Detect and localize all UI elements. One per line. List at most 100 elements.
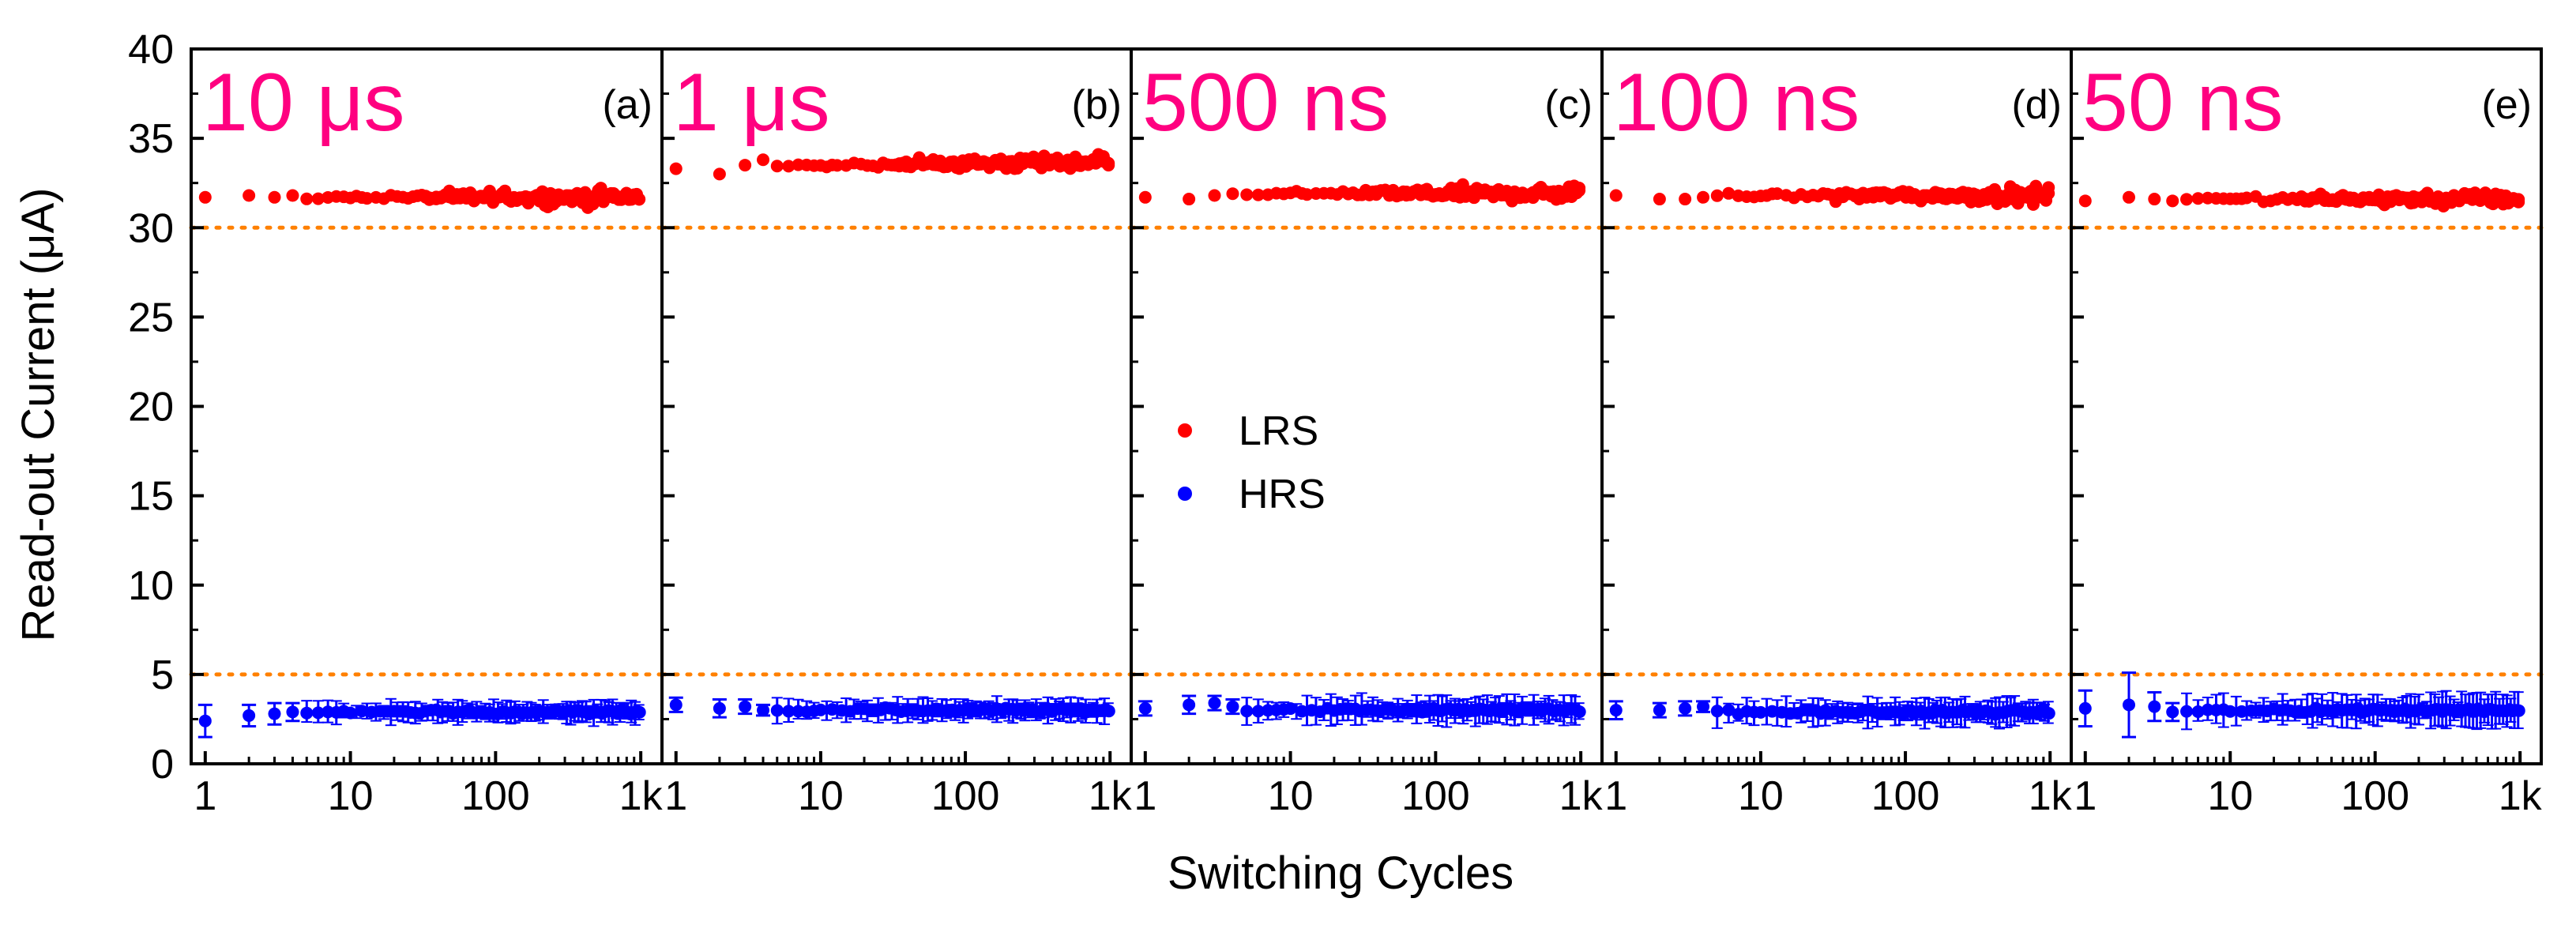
lrs-point bbox=[633, 193, 646, 206]
panel-label: (a) bbox=[602, 82, 652, 128]
hrs-point bbox=[1697, 700, 1710, 713]
y-tick-label: 5 bbox=[151, 652, 174, 698]
hrs-point bbox=[669, 698, 683, 712]
hrs-point bbox=[782, 705, 795, 718]
x-tick-label: 1k bbox=[1089, 773, 1133, 819]
x-axis-label: Switching Cycles bbox=[1168, 848, 1514, 899]
hrs-point bbox=[1251, 705, 1265, 718]
hrs-point bbox=[2166, 705, 2179, 719]
panel-title: 1 μs bbox=[673, 57, 830, 148]
lrs-point bbox=[739, 159, 752, 172]
panel-label: (b) bbox=[1071, 82, 1122, 128]
hrs-point bbox=[1208, 697, 1221, 710]
x-tick-label: 100 bbox=[931, 773, 1000, 819]
lrs-point bbox=[1722, 186, 1736, 200]
hrs-point bbox=[2042, 707, 2055, 720]
hrs-point bbox=[770, 704, 784, 717]
hrs-point bbox=[1240, 705, 1254, 718]
x-tick-label: 1 bbox=[1134, 773, 1156, 819]
lrs-point bbox=[2191, 192, 2205, 205]
lrs-point bbox=[2078, 194, 2092, 208]
x-tick-label: 1k bbox=[1559, 773, 1604, 819]
legend-label-hrs: HRS bbox=[1239, 472, 1326, 517]
y-tick-label: 0 bbox=[151, 742, 174, 788]
hrs-point bbox=[355, 705, 369, 718]
hrs-point bbox=[344, 706, 357, 720]
lrs-point bbox=[830, 159, 844, 172]
lrs-point bbox=[2123, 190, 2136, 204]
hrs-point bbox=[2148, 700, 2161, 713]
y-tick-label: 40 bbox=[128, 27, 174, 73]
lrs-point bbox=[1251, 188, 1265, 201]
y-tick-label: 20 bbox=[128, 385, 174, 430]
lrs-point bbox=[1697, 190, 1710, 204]
x-tick-label: 1k bbox=[2499, 773, 2543, 819]
lrs-point bbox=[300, 192, 314, 205]
y-tick-label: 15 bbox=[128, 474, 174, 520]
hrs-point bbox=[1138, 701, 1152, 715]
lrs-point bbox=[268, 190, 281, 204]
lrs-point bbox=[2180, 193, 2194, 206]
x-tick-label: 100 bbox=[1871, 773, 1940, 819]
y-tick-label: 25 bbox=[128, 295, 174, 340]
panel-frame bbox=[2070, 47, 2543, 765]
hrs-point bbox=[1573, 705, 1586, 719]
hrs-point bbox=[1653, 704, 1666, 717]
x-tick-label: 100 bbox=[1401, 773, 1470, 819]
lrs-point bbox=[1710, 189, 1724, 202]
x-tick-label: 10 bbox=[2207, 773, 2253, 819]
hrs-point bbox=[1679, 701, 1692, 715]
hrs-point bbox=[1766, 705, 1779, 718]
lrs-point bbox=[1653, 193, 1666, 206]
hrs-point bbox=[1183, 698, 1196, 712]
panel-c bbox=[1129, 178, 1604, 728]
lrs-point bbox=[2042, 181, 2055, 194]
hrs-point bbox=[713, 701, 726, 715]
lrs-point bbox=[286, 189, 299, 202]
lrs-point bbox=[2512, 195, 2525, 209]
panel-b bbox=[660, 148, 1134, 725]
panel-label: (c) bbox=[1544, 82, 1593, 128]
hrs-point bbox=[2078, 701, 2092, 715]
hrs-point bbox=[1296, 705, 1309, 718]
lrs-point bbox=[1240, 188, 1254, 201]
hrs-point bbox=[2512, 704, 2525, 717]
panel-frame bbox=[1600, 47, 2073, 765]
hrs-point bbox=[2224, 705, 2237, 718]
hrs-point bbox=[1710, 705, 1724, 718]
lrs-point bbox=[1573, 181, 1586, 194]
hrs-point bbox=[1609, 704, 1623, 717]
lrs-point bbox=[1183, 193, 1196, 206]
x-tick-label: 10 bbox=[1738, 773, 1784, 819]
panel-title: 50 ns bbox=[2082, 57, 2283, 148]
panel-label: (e) bbox=[2481, 82, 2532, 128]
panel-d bbox=[1600, 179, 2074, 730]
lrs-point bbox=[1609, 189, 1623, 202]
lrs-point bbox=[782, 160, 795, 173]
panel-e bbox=[2069, 186, 2544, 739]
lrs-point bbox=[669, 162, 683, 175]
hrs-point bbox=[2191, 705, 2205, 718]
panel-label: (d) bbox=[2011, 82, 2062, 128]
hrs-point bbox=[268, 707, 281, 720]
y-axis-label: Read-out Current (μA) bbox=[13, 188, 64, 642]
hrs-point bbox=[198, 714, 212, 727]
hrs-point bbox=[286, 705, 299, 719]
lrs-point bbox=[1679, 193, 1692, 206]
lrs-point bbox=[2166, 194, 2179, 208]
legend-marker-lrs bbox=[1178, 423, 1192, 438]
plot-layer bbox=[189, 148, 2544, 739]
hrs-point bbox=[825, 703, 839, 716]
x-tick-label: 1k bbox=[2029, 773, 2073, 819]
hrs-point bbox=[1102, 705, 1115, 718]
lrs-point bbox=[1138, 190, 1152, 204]
hrs-point bbox=[311, 706, 325, 720]
lrs-point bbox=[1102, 156, 1115, 170]
x-tick-label: 10 bbox=[328, 773, 374, 819]
x-tick-label: 1 bbox=[1604, 773, 1627, 819]
lrs-point bbox=[713, 167, 726, 181]
hrs-point bbox=[814, 703, 827, 716]
hrs-point bbox=[739, 700, 752, 713]
hrs-point bbox=[633, 705, 646, 719]
